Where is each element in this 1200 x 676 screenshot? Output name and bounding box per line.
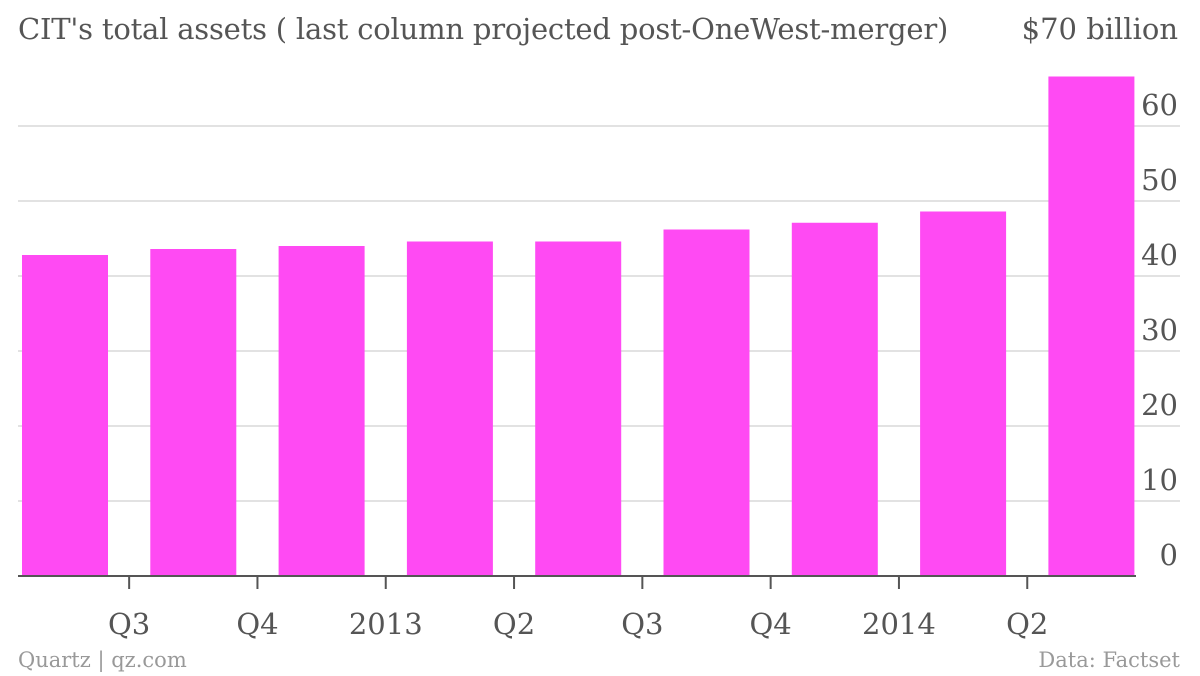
y-tick-label: 10 — [1141, 463, 1178, 497]
x-tick-label: 2013 — [349, 607, 423, 641]
y-axis-unit-label: $70 billion — [1021, 12, 1178, 46]
x-tick-label: Q4 — [750, 607, 792, 641]
data-source: Data: Factset — [1038, 648, 1180, 672]
bar[interactable] — [535, 241, 622, 577]
bar[interactable] — [663, 229, 750, 577]
x-tick-label: Q3 — [108, 607, 150, 641]
bar[interactable] — [406, 241, 493, 577]
y-tick-label: 20 — [1141, 388, 1178, 422]
x-tick-label: 2014 — [862, 607, 936, 641]
bar[interactable] — [278, 246, 365, 576]
y-tick-label: 50 — [1141, 163, 1178, 197]
chart-title: CIT's total assets ( last column project… — [18, 12, 949, 46]
y-tick-label: 60 — [1141, 88, 1178, 122]
y-tick-label: 0 — [1160, 538, 1178, 572]
y-tick-label: 40 — [1141, 238, 1178, 272]
bar[interactable] — [1048, 76, 1135, 577]
bar[interactable] — [791, 222, 878, 576]
bar[interactable] — [920, 211, 1007, 577]
x-tick-label: Q4 — [236, 607, 278, 641]
x-tick-label: Q2 — [1006, 607, 1048, 641]
bar[interactable] — [150, 249, 237, 576]
y-tick-label: 30 — [1141, 313, 1178, 347]
bar[interactable] — [22, 255, 108, 576]
x-tick-label: Q3 — [621, 607, 663, 641]
x-tick-label: Q2 — [493, 607, 535, 641]
source-credit[interactable]: Quartz | qz.com — [18, 648, 187, 672]
